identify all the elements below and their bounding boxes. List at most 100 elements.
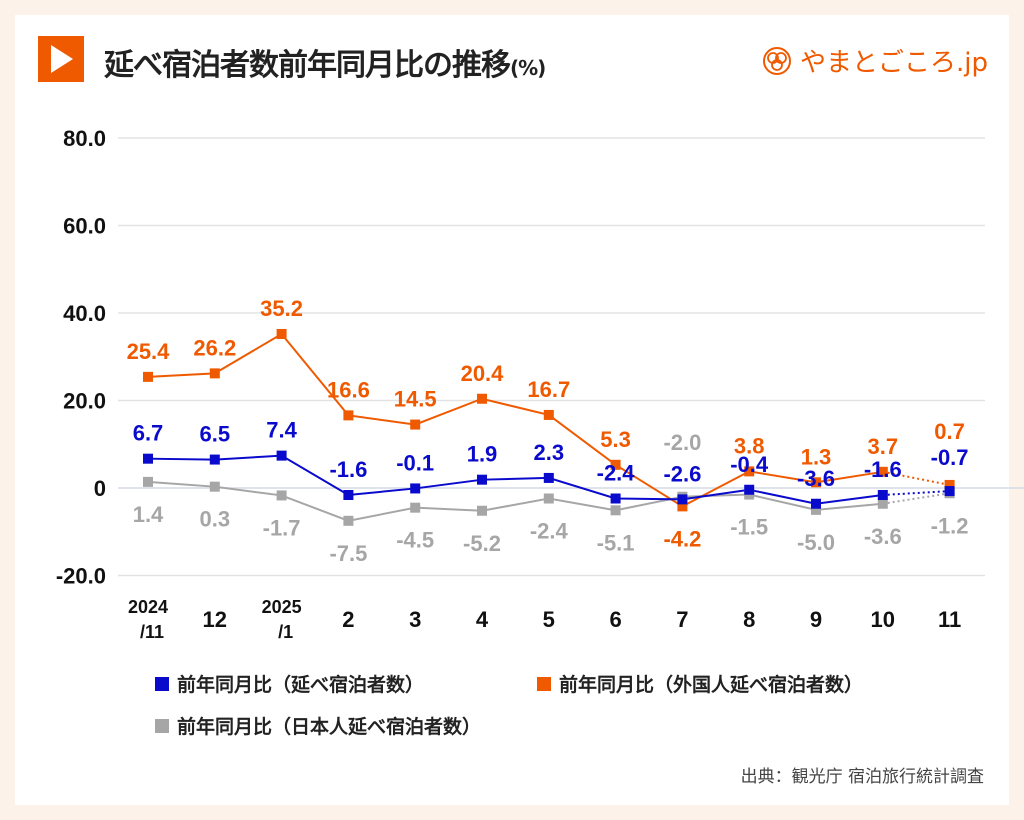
data-label: -2.6 <box>663 461 701 486</box>
data-label: 25.4 <box>127 339 171 364</box>
series-line <box>147 480 883 522</box>
x-tick-label: 8 <box>743 607 755 632</box>
x-tick-label: 2024 <box>128 597 168 617</box>
data-label: -1.2 <box>931 513 969 538</box>
data-point <box>477 393 487 404</box>
data-label: -7.5 <box>329 541 367 566</box>
data-point <box>610 459 621 470</box>
data-point <box>143 476 153 487</box>
legend-item-japanese: 前年同月比（日本人延べ宿泊者数） <box>155 712 481 739</box>
data-point <box>944 479 955 490</box>
series-line <box>147 454 883 505</box>
x-tick-label: /11 <box>140 622 164 642</box>
data-label: 35.2 <box>260 296 303 321</box>
data-label: -5.0 <box>797 530 835 555</box>
data-label: -5.2 <box>463 531 501 556</box>
legend-label: 前年同月比（日本人延べ宿泊者数） <box>177 716 482 738</box>
data-point <box>410 419 421 430</box>
play-icon <box>38 36 84 82</box>
y-tick-label: 40.0 <box>63 301 106 326</box>
data-point <box>811 504 821 515</box>
x-tick-label: 4 <box>476 607 489 632</box>
data-label: -1.6 <box>329 457 367 482</box>
data-point <box>209 454 220 465</box>
data-point <box>811 498 821 509</box>
data-label: 20.4 <box>461 361 505 386</box>
data-label: 16.7 <box>527 377 570 402</box>
legend-item-total: 前年同月比（延べ宿泊者数） <box>155 670 424 697</box>
data-label: 14.5 <box>394 387 437 412</box>
data-point <box>343 490 354 500</box>
x-tick-label: 7 <box>676 607 688 632</box>
data-point <box>877 490 888 500</box>
data-label: -3.6 <box>864 524 902 549</box>
data-point <box>343 410 354 421</box>
data-point <box>477 474 487 485</box>
data-point <box>877 498 888 509</box>
data-point <box>677 494 688 505</box>
data-point <box>744 466 755 477</box>
title-unit: (%) <box>510 56 546 80</box>
data-label: -1.5 <box>730 515 768 540</box>
x-tick-label: /1 <box>278 622 293 642</box>
series-line-dotted <box>882 492 950 505</box>
legend-swatch <box>155 718 169 733</box>
x-tick-label: 9 <box>810 607 822 632</box>
x-tick-label: 5 <box>543 607 555 632</box>
data-label: -2.4 <box>597 461 636 486</box>
data-label: -0.4 <box>730 452 769 477</box>
x-tick-label: 2 <box>342 607 354 632</box>
logo-text: やまとごころ.jp <box>800 48 988 78</box>
source-note: 出典：観光庁 宿泊旅行統計調査 <box>740 767 984 787</box>
data-label: 6.7 <box>133 421 164 446</box>
series-line <box>147 332 883 508</box>
data-point <box>477 505 487 516</box>
data-point <box>343 515 354 526</box>
data-point <box>543 493 554 504</box>
data-point <box>209 481 220 492</box>
data-label: 3.8 <box>734 433 765 458</box>
data-point <box>410 483 421 494</box>
data-label: 5.3 <box>600 427 631 452</box>
data-label: -5.1 <box>597 530 635 555</box>
data-point <box>276 490 287 501</box>
data-point <box>143 453 153 464</box>
data-label: 7.4 <box>266 418 297 443</box>
data-label: 1.9 <box>467 442 498 467</box>
data-label: -0.7 <box>931 445 969 470</box>
x-tick-label: 2025 <box>262 597 302 617</box>
y-tick-label: -20.0 <box>56 564 106 589</box>
y-tick-label: 60.0 <box>63 214 106 239</box>
legend-swatch <box>155 676 169 691</box>
logo: やまとごころ.jp <box>762 42 988 79</box>
legend-label: 前年同月比（延べ宿泊者数） <box>177 674 425 696</box>
data-point <box>143 371 153 382</box>
x-tick-label: 12 <box>203 607 227 632</box>
data-point <box>543 472 554 483</box>
logo-icon <box>763 46 791 75</box>
data-label: -0.1 <box>396 450 434 475</box>
legend-label: 前年同月比（外国人延べ宿泊者数） <box>559 674 864 696</box>
data-label: -4.5 <box>396 528 434 553</box>
data-point <box>877 466 888 477</box>
data-label: 6.5 <box>200 422 231 447</box>
data-point <box>811 477 821 488</box>
data-label: -2.0 <box>663 430 701 455</box>
data-point <box>209 368 220 379</box>
data-label: -2.4 <box>530 519 569 544</box>
data-point <box>276 329 287 339</box>
series-line-dotted <box>882 490 950 496</box>
data-point <box>677 501 688 512</box>
x-tick-label: 3 <box>409 607 421 632</box>
data-label: 0.7 <box>934 419 965 444</box>
title-text: 延べ宿泊者数前年同月比の推移 <box>104 48 511 83</box>
x-tick-label: 11 <box>938 607 961 632</box>
data-point <box>276 450 287 461</box>
data-label: 1.3 <box>801 444 832 469</box>
x-tick-label: 10 <box>871 607 895 632</box>
data-label: 3.7 <box>868 434 899 459</box>
data-point <box>543 409 554 420</box>
data-label: -4.2 <box>663 526 701 551</box>
y-tick-label: 80.0 <box>63 126 106 151</box>
